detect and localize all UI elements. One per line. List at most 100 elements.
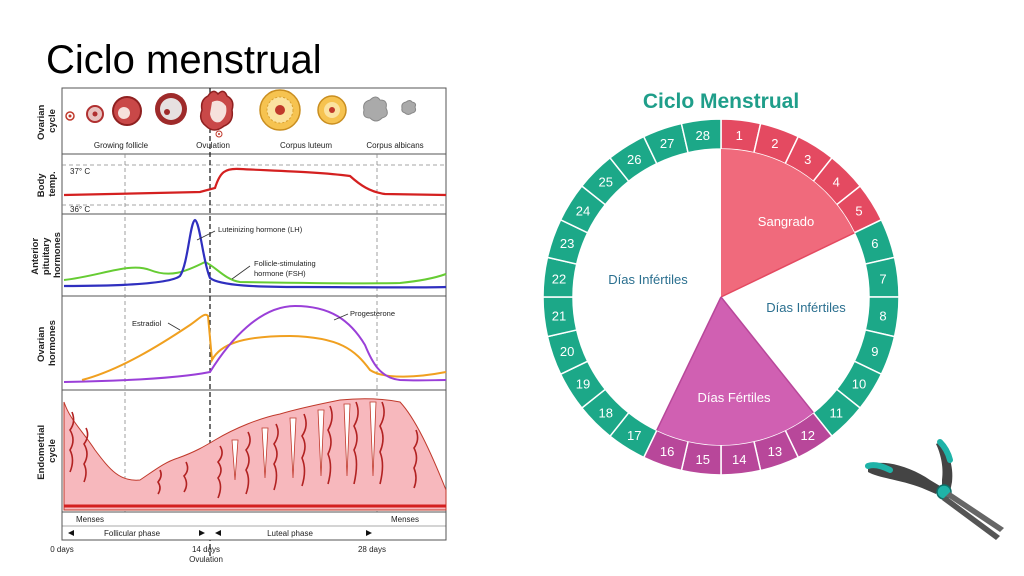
ovarian-hormone-labels: Estradiol Progesterone: [132, 309, 395, 331]
progesterone-curve: [63, 304, 447, 383]
label-growing-follicle: Growing follicle: [94, 141, 149, 150]
sector-label-infertiles-right: Días Infértiles: [766, 300, 846, 315]
day-number: 20: [560, 344, 574, 359]
day-number: 24: [576, 203, 590, 218]
sector-labels: Sangrado Días Infértiles Días Fértiles D…: [608, 214, 846, 405]
day-number: 27: [660, 136, 674, 151]
endometrium-glands: [69, 401, 419, 499]
day-segment: [835, 184, 883, 234]
day-number: 1: [736, 128, 743, 143]
day-segment: [580, 388, 630, 438]
sector-label-infertiles-left: Días Infértiles: [608, 272, 688, 287]
day-number: 12: [800, 428, 814, 443]
day-segment: [608, 411, 658, 459]
day-segment: [559, 360, 607, 410]
day-number: 14: [732, 452, 746, 467]
day-number: 5: [855, 203, 862, 218]
day-14-label: 14 days: [192, 545, 220, 554]
ovary-follicles: [65, 89, 417, 138]
day-segment: [720, 440, 762, 476]
lh-curve: [63, 218, 447, 289]
lh-label: Luteinizing hormone (LH): [218, 225, 303, 234]
day-number: 18: [599, 405, 613, 420]
day-number: 13: [768, 444, 782, 459]
estradiol-label: Estradiol: [132, 319, 162, 328]
day-ring: 1234567891011121314151617181920212223242…: [542, 118, 900, 476]
day-segment: [720, 118, 762, 154]
day-segment: [784, 135, 834, 183]
wheel-title: Ciclo Menstrual: [643, 90, 799, 113]
day-number: 23: [560, 236, 574, 251]
day-segment: [680, 118, 722, 154]
ovulation-day-label: Ovulation: [189, 555, 223, 564]
day-number: 4: [833, 175, 840, 190]
day-number: 2: [771, 136, 778, 151]
day-segment: [580, 156, 630, 206]
day-number: 6: [871, 236, 878, 251]
day-segment: [864, 256, 900, 298]
day-segment: [642, 122, 689, 165]
day-number: 15: [696, 452, 710, 467]
day-number: 17: [627, 428, 641, 443]
slide-title: Ciclo menstrual: [46, 38, 322, 82]
menses-right-label: Menses: [391, 515, 419, 524]
sector-border: [720, 296, 814, 414]
day-number: 11: [830, 405, 844, 420]
fsh-curve: [63, 260, 447, 285]
day-number: 25: [599, 175, 613, 190]
day-number: 9: [871, 344, 878, 359]
sector-border: [656, 296, 722, 431]
day-number: 19: [576, 377, 590, 392]
day-segment: [835, 360, 883, 410]
fertile-sector: [656, 297, 814, 445]
day-segment: [853, 329, 896, 376]
endometrium-crypts: [231, 401, 377, 481]
label-corpus-albicans: Corpus albicans: [366, 141, 423, 150]
day-segment: [784, 411, 834, 459]
follicular-phase-label: Follicular phase: [104, 529, 161, 538]
day-segment: [753, 122, 800, 165]
day-28-label: 28 days: [358, 545, 386, 554]
progesterone-label: Progesterone: [350, 309, 395, 318]
menstrual-cycle-diagram: Ovarian cycle Body temp. Anterior pituit…: [30, 87, 447, 564]
day-segment: [680, 440, 722, 476]
fsh-label-line2: hormone (FSH): [254, 269, 306, 278]
day-number: 16: [660, 444, 674, 459]
day-segment: [812, 156, 862, 206]
day-number: 28: [696, 128, 710, 143]
day-labels: 0 days 14 days Ovulation 28 days: [50, 545, 386, 564]
day-number: 26: [627, 152, 641, 167]
day-segment: [546, 329, 589, 376]
fsh-label-line1: Follicle-stimulating: [254, 259, 316, 268]
sector-label-fertiles: Días Fértiles: [698, 390, 771, 405]
temp-high-label: 37° C: [70, 167, 90, 176]
day-segment: [542, 296, 578, 338]
row-frames: [61, 87, 447, 513]
day-number: 21: [552, 308, 566, 323]
endometrium-lining: [63, 398, 447, 511]
day-segment: [853, 218, 896, 265]
label-ovulation: Ovulation: [196, 141, 230, 150]
phase-guides: [62, 154, 446, 512]
ovary-labels: Growing follicle Ovulation Corpus luteum…: [94, 141, 424, 150]
label-ovarian-cycle: Ovarian cycle: [36, 102, 58, 140]
day-number: 8: [879, 308, 886, 323]
sector-border: [720, 232, 855, 298]
label-pituitary: Anterior pituitary hormones: [30, 232, 63, 278]
day-number: 7: [879, 272, 886, 287]
label-endometrial: Endometrial cycle: [36, 422, 58, 480]
row-labels: Ovarian cycle Body temp. Anterior pituit…: [30, 102, 63, 480]
day-0-label: 0 days: [50, 545, 74, 554]
luteal-phase-label: Luteal phase: [267, 529, 313, 538]
day-segment: [642, 429, 689, 472]
label-body-temp: Body temp.: [36, 171, 58, 197]
temp-low-label: 36° C: [70, 205, 90, 214]
sector-label-sangrado: Sangrado: [758, 214, 814, 229]
day-segment: [864, 296, 900, 338]
day-number: 22: [552, 272, 566, 287]
phase-bar: Menses Menses Follicular phase Luteal ph…: [61, 511, 447, 541]
menses-left-label: Menses: [76, 515, 104, 524]
sangrado-sector: [721, 149, 855, 297]
pituitary-labels: Luteinizing hormone (LH) Follicle-stimul…: [196, 225, 316, 280]
day-number: 10: [852, 377, 866, 392]
